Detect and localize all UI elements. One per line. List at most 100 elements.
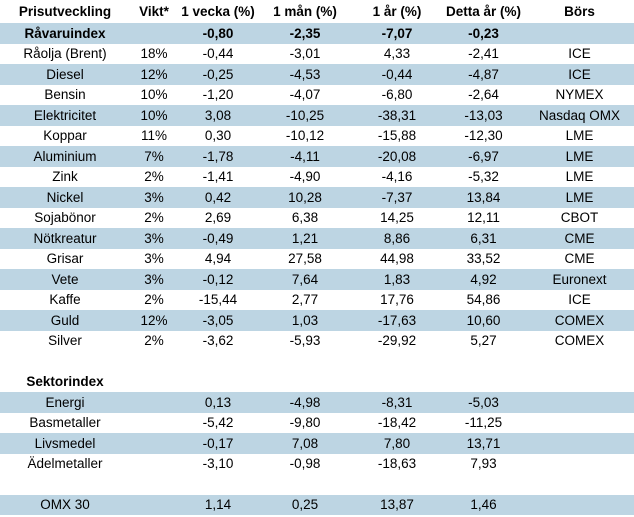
value-cell: 13,87 xyxy=(352,494,442,515)
commodity-name-cell: Råolja (Brent) xyxy=(23,46,107,61)
value-cell: -20,08 xyxy=(352,146,442,167)
value-cell: -9,80 xyxy=(289,415,321,430)
table-row: Nötkreatur 3% -0,49 1,21 8,86 6,31 CME xyxy=(0,228,634,249)
value-cell: -6,97 xyxy=(442,146,525,167)
value-cell: 4,94 xyxy=(204,251,232,266)
value-cell xyxy=(258,372,352,393)
exchange-cell: CBOT xyxy=(560,210,599,225)
exchange-cell: LME xyxy=(565,169,594,184)
value-cell: -1,41 xyxy=(202,169,234,184)
value-cell: 2,77 xyxy=(291,292,319,307)
value-cell: -0,98 xyxy=(289,456,321,471)
value-cell: 3,08 xyxy=(178,105,258,126)
value-cell: -2,35 xyxy=(258,23,352,44)
table-row: Basmetaller -5,42 -9,80 -18,42 -11,25 xyxy=(0,413,634,434)
weight-cell xyxy=(130,454,178,475)
value-cell: -10,25 xyxy=(258,105,352,126)
value-cell: -5,93 xyxy=(289,333,321,348)
value-cell xyxy=(352,351,442,372)
exchange-cell xyxy=(525,413,634,434)
exchange-cell: ICE xyxy=(568,292,591,307)
column-header-prisutveckling: Prisutveckling xyxy=(18,3,112,19)
table-row: Guld 12% -3,05 1,03 -17,63 10,60 COMEX xyxy=(0,310,634,331)
commodity-name-cell: Koppar xyxy=(43,128,87,143)
weight-cell: 2% xyxy=(144,169,164,184)
column-header-1-ar: 1 år (%) xyxy=(372,3,422,19)
value-cell: 27,58 xyxy=(288,251,322,266)
weight-cell: 10% xyxy=(140,87,168,102)
table-row: Råvaruindex -0,80 -2,35 -7,07 -0,23 xyxy=(0,23,634,44)
commodity-name-cell: Elektricitet xyxy=(0,105,130,126)
value-cell: 6,31 xyxy=(442,228,525,249)
commodity-name-cell: OMX 30 xyxy=(0,494,130,515)
exchange-cell: ICE xyxy=(568,46,591,61)
commodity-name-cell: Grisar xyxy=(46,251,84,266)
commodity-name-cell: Zink xyxy=(52,169,78,184)
value-cell: -1,78 xyxy=(178,146,258,167)
exchange-cell xyxy=(525,454,634,475)
value-cell xyxy=(178,474,258,495)
exchange-cell xyxy=(525,372,634,393)
value-cell: -8,31 xyxy=(352,392,442,413)
value-cell: 10,60 xyxy=(442,310,525,331)
value-cell: 10,28 xyxy=(258,187,352,208)
value-cell: -6,80 xyxy=(381,87,413,102)
value-cell: -15,88 xyxy=(377,128,417,143)
table-row: Zink 2% -1,41 -4,90 -4,16 -5,32 LME xyxy=(0,167,634,188)
value-cell: -2,64 xyxy=(468,87,499,102)
value-cell: -12,30 xyxy=(464,128,503,143)
commodity-name-cell: Bensin xyxy=(44,87,86,102)
value-cell: 44,98 xyxy=(380,251,414,266)
table-row: Silver 2% -3,62 -5,93 -29,92 5,27 COMEX xyxy=(0,331,634,352)
value-cell: -0,44 xyxy=(202,46,234,61)
value-cell: -0,44 xyxy=(352,64,442,85)
value-cell: -18,42 xyxy=(377,415,417,430)
commodity-name-cell: Sojabönor xyxy=(34,210,96,225)
commodity-name-cell: Silver xyxy=(48,333,82,348)
value-cell: -4,16 xyxy=(381,169,413,184)
value-cell: -5,03 xyxy=(442,392,525,413)
value-cell: -0,49 xyxy=(178,228,258,249)
value-cell: -3,01 xyxy=(289,46,321,61)
value-cell: 7,93 xyxy=(470,456,497,471)
commodity-name-cell: Diesel xyxy=(0,64,130,85)
value-cell xyxy=(352,474,442,495)
value-cell: -13,03 xyxy=(442,105,525,126)
weight-cell xyxy=(130,351,178,372)
weight-cell: 3% xyxy=(130,269,178,290)
table-row: OMX 30 1,14 0,25 13,87 1,46 xyxy=(0,494,634,515)
weight-cell: 7% xyxy=(130,146,178,167)
exchange-cell: Euronext xyxy=(525,269,634,290)
value-cell: 1,83 xyxy=(352,269,442,290)
value-cell: -4,87 xyxy=(442,64,525,85)
value-cell: -5,42 xyxy=(202,415,234,430)
weight-cell: 2% xyxy=(144,210,164,225)
exchange-cell xyxy=(525,474,634,495)
exchange-cell xyxy=(525,433,634,454)
commodity-name-cell: Livsmedel xyxy=(0,433,130,454)
value-cell: 4,33 xyxy=(383,46,411,61)
weight-cell: 3% xyxy=(144,251,164,266)
value-cell: -5,32 xyxy=(468,169,499,184)
table-row: Nickel 3% 0,42 10,28 -7,37 13,84 LME xyxy=(0,187,634,208)
value-cell: -0,25 xyxy=(178,64,258,85)
value-cell: -4,11 xyxy=(258,146,352,167)
value-cell: -3,05 xyxy=(178,310,258,331)
exchange-cell xyxy=(525,23,634,44)
column-header-bors: Börs xyxy=(564,3,595,19)
value-cell: -0,23 xyxy=(442,23,525,44)
value-cell: 0,13 xyxy=(178,392,258,413)
exchange-cell: Nasdaq OMX xyxy=(525,105,634,126)
table-row: Koppar 11% 0,30 -10,12 -15,88 -12,30 LME xyxy=(0,126,634,147)
commodity-name-cell xyxy=(0,351,130,372)
value-cell: 1,03 xyxy=(258,310,352,331)
weight-cell: 11% xyxy=(140,128,168,143)
value-cell: 2,69 xyxy=(204,210,232,225)
weight-cell xyxy=(130,372,178,393)
exchange-cell: LME xyxy=(565,128,594,143)
value-cell: 17,76 xyxy=(380,292,414,307)
weight-cell xyxy=(130,433,178,454)
value-cell: 33,52 xyxy=(466,251,501,266)
value-cell: 7,08 xyxy=(258,433,352,454)
